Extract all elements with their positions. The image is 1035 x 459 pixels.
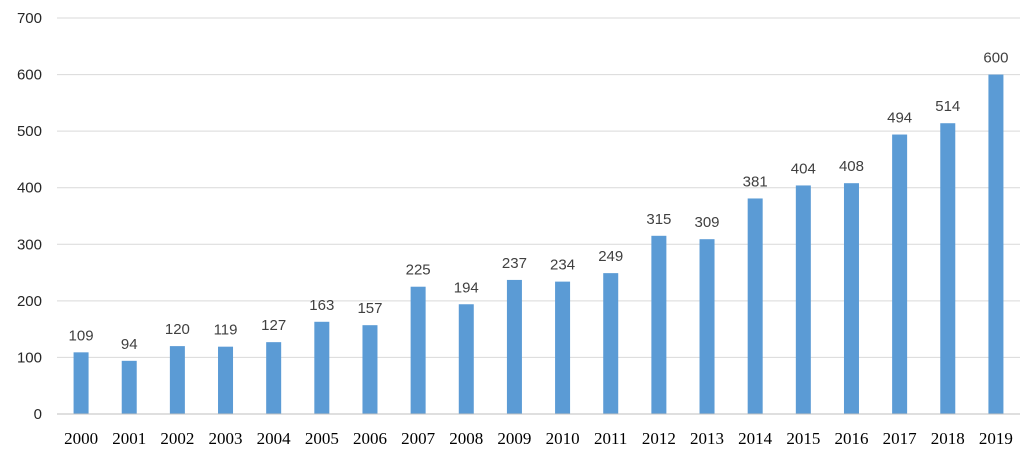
x-tick-label: 2011 — [594, 429, 627, 448]
x-tick-label: 2014 — [738, 429, 773, 448]
bar-2009 — [506, 279, 522, 414]
x-tick-label: 2010 — [546, 429, 580, 448]
bar-2006 — [362, 325, 378, 414]
x-tick-label: 2008 — [449, 429, 483, 448]
data-label: 237 — [502, 255, 527, 272]
data-label: 225 — [406, 262, 431, 279]
x-tick-label: 2019 — [979, 429, 1013, 448]
y-tick-label: 100 — [17, 349, 42, 366]
bar-2017 — [892, 134, 908, 414]
data-label: 234 — [550, 257, 575, 274]
bar-2011 — [603, 273, 619, 414]
bar-2015 — [795, 185, 811, 414]
bar-2013 — [699, 239, 715, 414]
bars — [73, 74, 1004, 415]
data-label: 494 — [887, 110, 912, 127]
x-tick-label: 2017 — [883, 429, 918, 448]
x-tick-label: 2013 — [690, 429, 724, 448]
bar-2004 — [266, 342, 282, 414]
x-tick-label: 2001 — [112, 429, 146, 448]
bar-2001 — [121, 360, 137, 414]
data-label: 119 — [214, 322, 238, 339]
x-tick-label: 2004 — [257, 429, 292, 448]
bar-2014 — [747, 198, 763, 414]
data-label: 157 — [357, 300, 382, 317]
data-label: 600 — [983, 50, 1008, 67]
bar-2007 — [410, 286, 426, 414]
x-tick-label: 2015 — [786, 429, 820, 448]
y-tick-label: 300 — [17, 236, 42, 253]
bar-2010 — [555, 281, 571, 414]
data-label: 514 — [935, 98, 960, 115]
bar-2002 — [169, 346, 185, 414]
bar-2003 — [218, 346, 234, 414]
data-label: 109 — [69, 327, 94, 344]
data-label: 194 — [454, 279, 479, 296]
bar-2018 — [940, 123, 956, 415]
x-tick-label: 2018 — [931, 429, 965, 448]
bar-2000 — [73, 352, 89, 414]
bar-2008 — [458, 304, 474, 414]
data-label: 120 — [165, 321, 190, 338]
x-axis-tick-labels: 2000 2001 2002 2003 2004 2005 2006 2007 2008 2009… — [64, 429, 1013, 448]
data-label: 163 — [309, 297, 334, 314]
data-labels: 109 94 120 119 127 163 157 225 194 237 234 249 315 30… — [69, 50, 1009, 353]
bar-2019 — [988, 74, 1004, 415]
x-tick-label: 2006 — [353, 429, 387, 448]
x-tick-label: 2005 — [305, 429, 339, 448]
data-label: 94 — [121, 336, 138, 353]
data-label: 408 — [839, 158, 864, 175]
y-tick-label: 500 — [17, 123, 42, 140]
bar-2012 — [651, 235, 667, 414]
x-tick-label: 2002 — [160, 429, 194, 448]
data-label: 249 — [598, 248, 623, 265]
x-tick-label: 2000 — [64, 429, 98, 448]
y-tick-label: 600 — [17, 67, 42, 84]
x-tick-label: 2003 — [209, 429, 243, 448]
x-tick-label: 2012 — [642, 429, 676, 448]
data-label: 381 — [743, 173, 768, 190]
y-tick-label: 200 — [17, 293, 42, 310]
data-label: 127 — [261, 317, 286, 334]
data-label: 404 — [791, 160, 816, 177]
y-tick-label: 0 — [34, 406, 42, 423]
y-axis-tick-labels: 0 100 200 300 400 500 600 700 — [17, 10, 42, 423]
bar-2016 — [843, 183, 859, 414]
x-tick-label: 2009 — [497, 429, 531, 448]
x-tick-label: 2016 — [834, 429, 868, 448]
bar-2005 — [314, 321, 330, 414]
y-tick-label: 700 — [17, 10, 42, 27]
x-tick-label: 2007 — [401, 429, 436, 448]
y-tick-label: 400 — [17, 180, 42, 197]
data-label: 315 — [646, 211, 671, 228]
data-label: 309 — [695, 214, 720, 231]
gridlines — [57, 17, 1020, 358]
